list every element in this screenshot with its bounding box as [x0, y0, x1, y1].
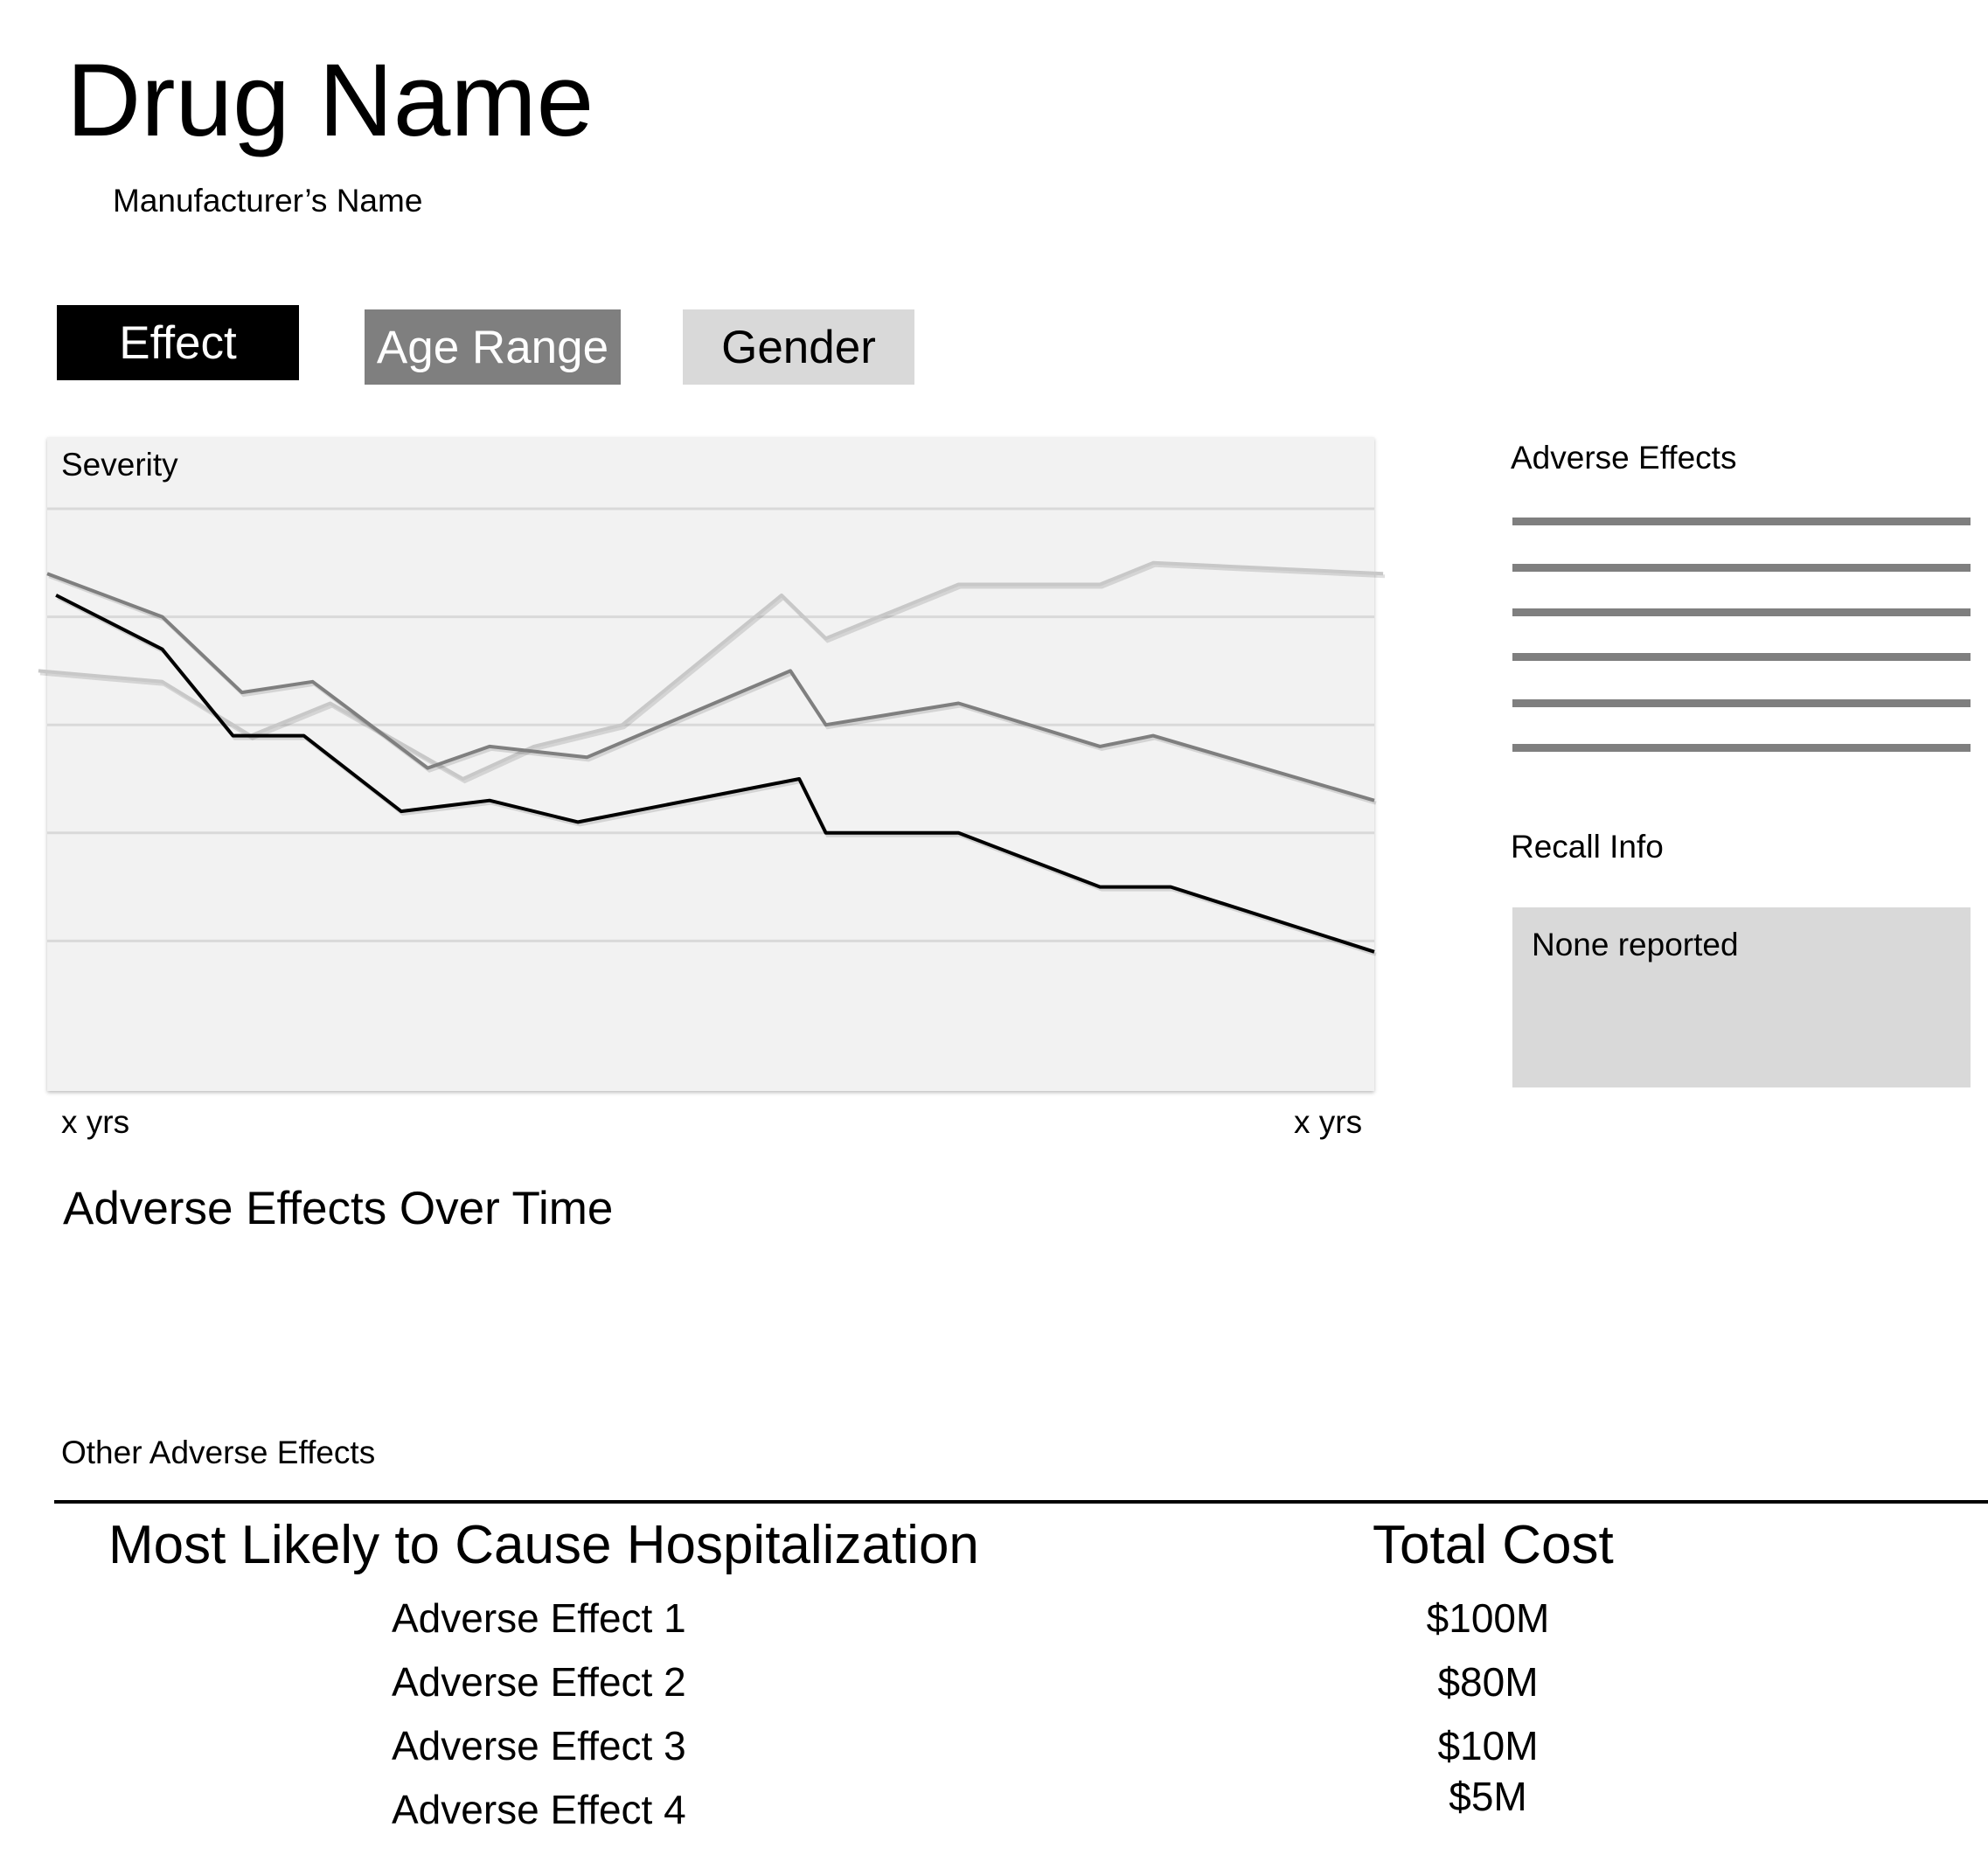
adverse-effect-placeholder-line [1512, 744, 1971, 752]
adverse-effects-heading: Adverse Effects [1511, 440, 1737, 476]
section-divider [54, 1500, 1988, 1504]
adverse-effect-cost: $100M [1426, 1595, 1550, 1641]
adverse-effect-placeholder-line [1512, 564, 1971, 572]
tab-gender[interactable]: Gender [683, 309, 914, 385]
other-adverse-effects-heading: Other Adverse Effects [61, 1435, 376, 1470]
adverse-effect-placeholder-line [1512, 699, 1971, 707]
adverse-effect-name: Adverse Effect 2 [392, 1659, 686, 1705]
recall-info-heading: Recall Info [1511, 829, 1664, 865]
adverse-effect-cost: $80M [1437, 1659, 1539, 1705]
series-line-2 [46, 572, 1375, 802]
x-axis-end-label: x yrs [1294, 1104, 1363, 1140]
adverse-effect-placeholder-line [1512, 518, 1971, 525]
manufacturer-name: Manufacturer’s Name [113, 183, 423, 219]
drug-title: Drug Name [66, 43, 594, 158]
adverse-effect-cost: $5M [1449, 1774, 1527, 1819]
chart-panel [47, 437, 1374, 1091]
x-axis-start-label: x yrs [61, 1104, 130, 1140]
recall-info-text: None reported [1532, 927, 1739, 962]
series-line-shadow [48, 574, 1377, 805]
series-line-shadow [39, 563, 1386, 784]
chart-y-axis-label: Severity [61, 447, 178, 483]
tab-effect[interactable]: Effect [57, 305, 299, 380]
total-cost-heading: Total Cost [1373, 1515, 1614, 1575]
adverse-effect-name: Adverse Effect 4 [392, 1787, 686, 1832]
chart-caption: Adverse Effects Over Time [63, 1183, 614, 1234]
series-line-shadow [57, 596, 1377, 956]
adverse-effect-name: Adverse Effect 1 [392, 1595, 686, 1641]
series-line-1 [55, 594, 1375, 954]
adverse-effect-placeholder-line [1512, 608, 1971, 616]
tab-age-range[interactable]: Age Range [365, 309, 621, 385]
adverse-effect-cost: $10M [1437, 1723, 1539, 1768]
adverse-effect-name: Adverse Effect 3 [392, 1723, 686, 1768]
adverse-effect-placeholder-line [1512, 653, 1971, 661]
recall-info-box [1512, 907, 1971, 1087]
hospitalization-heading: Most Likely to Cause Hospitalization [108, 1515, 979, 1575]
severity-line-chart [38, 507, 1386, 956]
